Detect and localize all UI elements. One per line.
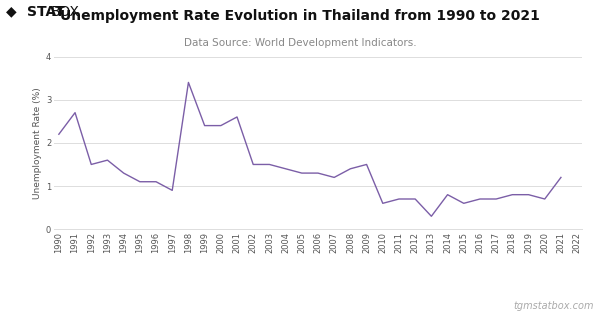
Text: Data Source: World Development Indicators.: Data Source: World Development Indicator… [184,38,416,48]
Y-axis label: Unemployment Rate (%): Unemployment Rate (%) [32,87,41,199]
Text: STAT: STAT [27,5,65,19]
Text: tgmstatbox.com: tgmstatbox.com [514,301,594,311]
Text: ◆: ◆ [6,5,17,19]
Text: BOX: BOX [51,5,80,19]
Text: Unemployment Rate Evolution in Thailand from 1990 to 2021: Unemployment Rate Evolution in Thailand … [60,9,540,24]
